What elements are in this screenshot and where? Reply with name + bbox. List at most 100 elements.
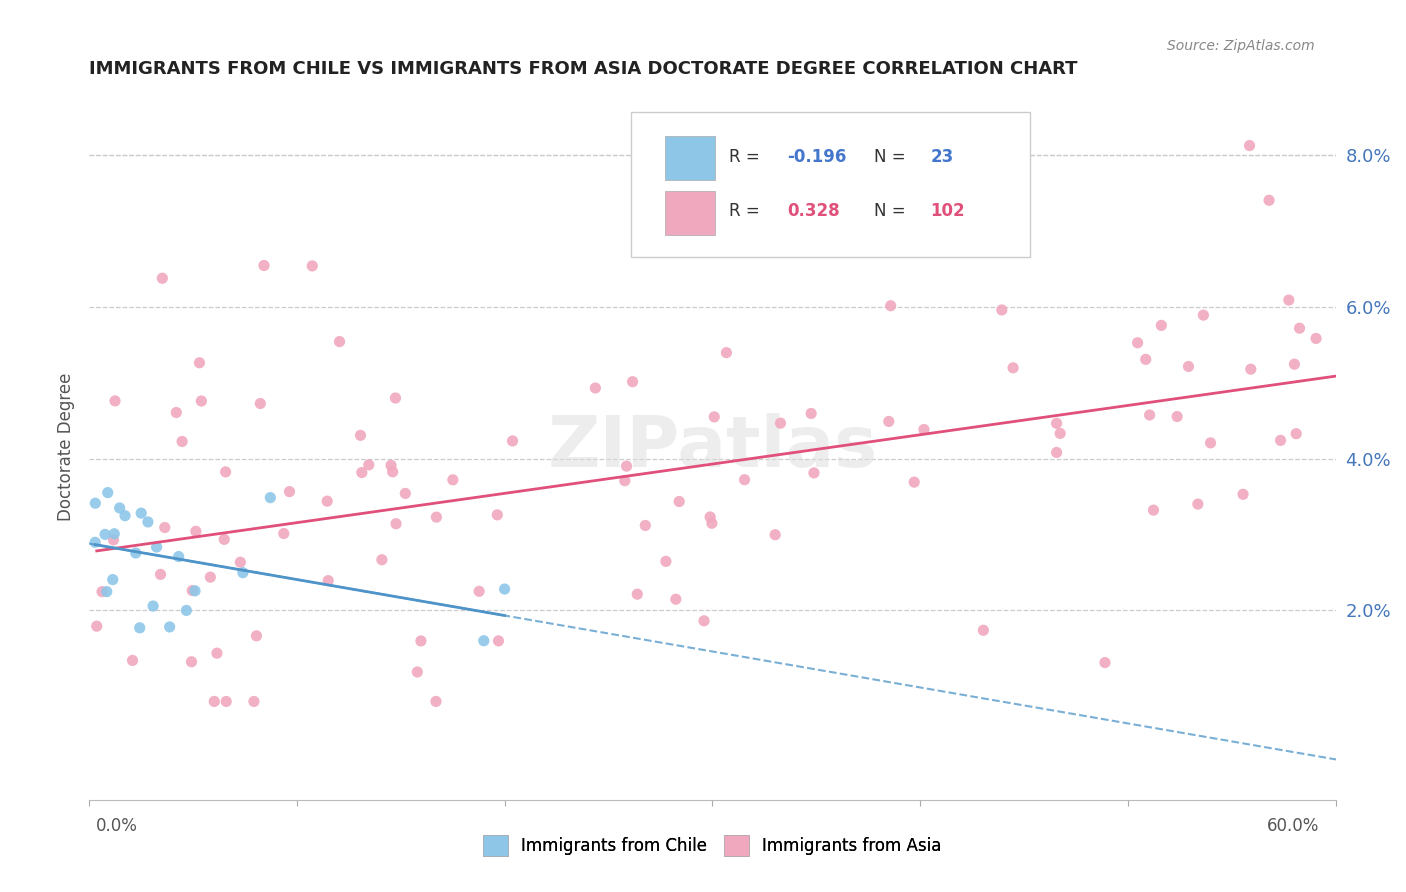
Point	[129, 506, 152, 520]
Point	[626, 587, 648, 601]
Legend: Immigrants from Chile, Immigrants from Asia: Immigrants from Chile, Immigrants from A…	[477, 829, 949, 863]
Point	[1126, 335, 1149, 350]
Point	[278, 484, 301, 499]
Point	[716, 345, 738, 359]
Point	[1094, 656, 1116, 670]
Point	[1288, 321, 1310, 335]
Point	[1285, 426, 1308, 441]
Point	[205, 646, 228, 660]
Point	[903, 475, 925, 490]
Point	[165, 405, 187, 419]
Text: -0.196: -0.196	[787, 147, 846, 166]
Point	[613, 474, 636, 488]
FancyBboxPatch shape	[665, 136, 714, 180]
Point	[425, 694, 447, 708]
Point	[879, 299, 901, 313]
Point	[1002, 360, 1025, 375]
Point	[229, 555, 252, 569]
Point	[301, 259, 323, 273]
Point	[1142, 503, 1164, 517]
Point	[655, 554, 678, 568]
Point	[583, 381, 606, 395]
Point	[1150, 318, 1173, 333]
FancyBboxPatch shape	[631, 112, 1031, 257]
Point	[253, 259, 276, 273]
Point	[121, 653, 143, 667]
Point	[180, 655, 202, 669]
Point	[472, 633, 495, 648]
Point	[232, 566, 254, 580]
Point	[394, 486, 416, 500]
Point	[101, 573, 124, 587]
Point	[103, 533, 125, 547]
Point	[103, 526, 125, 541]
Point	[700, 516, 723, 531]
Point	[1199, 435, 1222, 450]
Point	[1192, 308, 1215, 322]
Text: 23: 23	[931, 147, 953, 166]
Text: N =: N =	[875, 147, 911, 166]
Point	[128, 621, 150, 635]
Point	[1045, 417, 1067, 431]
Point	[200, 570, 222, 584]
Point	[243, 694, 266, 708]
Point	[1258, 194, 1281, 208]
Text: N =: N =	[875, 202, 911, 219]
Point	[142, 599, 165, 613]
Point	[96, 584, 118, 599]
Point	[1239, 138, 1261, 153]
Point	[245, 629, 267, 643]
Point	[350, 466, 373, 480]
Point	[114, 508, 136, 523]
Text: ZIPatlas: ZIPatlas	[547, 413, 877, 482]
Point	[1240, 362, 1263, 376]
Point	[769, 416, 792, 430]
Point	[190, 394, 212, 409]
Point	[634, 518, 657, 533]
Text: IMMIGRANTS FROM CHILE VS IMMIGRANTS FROM ASIA DOCTORATE DEGREE CORRELATION CHART: IMMIGRANTS FROM CHILE VS IMMIGRANTS FROM…	[89, 60, 1077, 78]
Point	[1046, 445, 1069, 459]
Point	[1270, 434, 1292, 448]
Point	[381, 465, 404, 479]
Point	[91, 584, 114, 599]
Point	[621, 375, 644, 389]
Point	[86, 619, 108, 633]
Point	[703, 409, 725, 424]
Point	[486, 508, 509, 522]
Point	[385, 516, 408, 531]
Point	[616, 459, 638, 474]
Point	[84, 535, 107, 549]
Point	[1339, 458, 1361, 473]
Text: 102: 102	[931, 202, 965, 219]
Point	[665, 592, 688, 607]
Point	[803, 466, 825, 480]
Point	[1278, 293, 1301, 307]
Point	[488, 633, 510, 648]
FancyBboxPatch shape	[665, 191, 714, 235]
Text: R =: R =	[728, 202, 765, 219]
Point	[176, 603, 198, 617]
Point	[384, 391, 406, 405]
Text: 0.328: 0.328	[787, 202, 839, 219]
Point	[125, 546, 148, 560]
Point	[693, 614, 716, 628]
Point	[1187, 497, 1209, 511]
Point	[316, 494, 339, 508]
Text: 60.0%: 60.0%	[1267, 817, 1319, 835]
Point	[172, 434, 194, 449]
Point	[150, 271, 173, 285]
Point	[380, 458, 402, 473]
Point	[1232, 487, 1254, 501]
Point	[104, 393, 127, 408]
Point	[184, 524, 207, 539]
Point	[800, 407, 823, 421]
Point	[1049, 426, 1071, 441]
Point	[502, 434, 524, 448]
Point	[468, 584, 491, 599]
Point	[167, 549, 190, 564]
Point	[441, 473, 464, 487]
Y-axis label: Doctorate Degree: Doctorate Degree	[58, 373, 75, 522]
Point	[328, 334, 350, 349]
Point	[273, 526, 295, 541]
Point	[1284, 357, 1306, 371]
